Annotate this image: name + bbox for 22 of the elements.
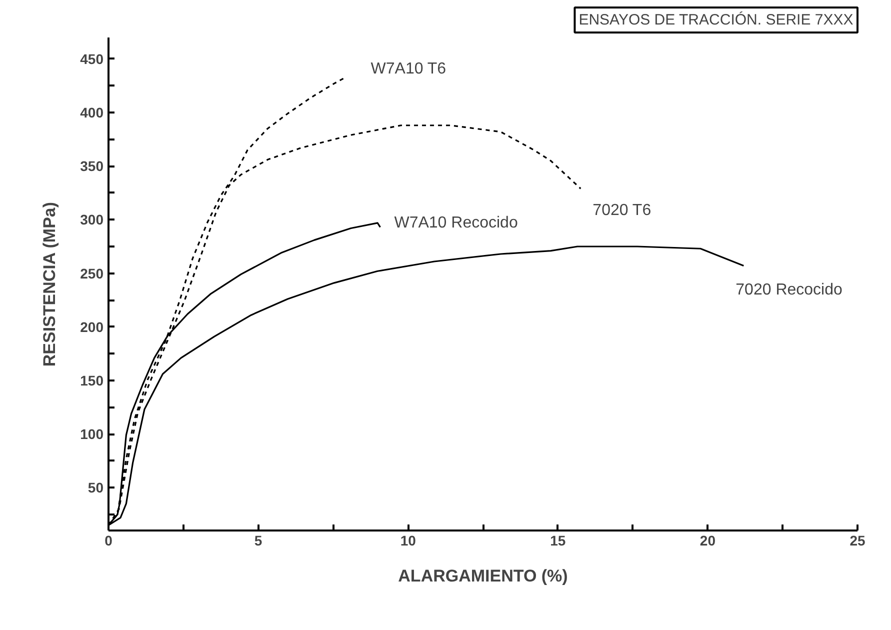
chart-title: ENSAYOS DE TRACCIÓN. SERIE 7XXX [578, 10, 854, 28]
y-tick-label: 200 [80, 318, 104, 335]
y-tick-label: 100 [80, 426, 104, 442]
series-label: 7020 T6 [592, 202, 652, 220]
y-tick-label: 250 [80, 265, 104, 282]
x-axis-title: ALARGAMIENTO (%) [398, 566, 568, 586]
y-tick-label: 150 [80, 372, 104, 388]
y-tick-label: 50 [88, 480, 104, 496]
y-tick-label: 450 [80, 50, 104, 67]
y-axis-title: RESISTENCIA (MPa) [40, 202, 60, 367]
series-label: W7A10 Recocido [394, 214, 518, 232]
x-tick-label: 25 [850, 532, 866, 548]
x-tick-label: 15 [550, 532, 566, 548]
x-tick-label: 0 [104, 532, 113, 548]
series-label: 7020 Recocido [736, 281, 842, 298]
x-tick-label: 5 [254, 532, 262, 548]
x-tick-label: 20 [700, 532, 716, 548]
x-tick-label: 10 [400, 532, 416, 548]
y-tick-label: 400 [80, 104, 104, 121]
series-label: W7A10 T6 [370, 60, 446, 78]
y-tick-label: 350 [80, 158, 104, 174]
y-tick-label: 300 [80, 212, 104, 228]
